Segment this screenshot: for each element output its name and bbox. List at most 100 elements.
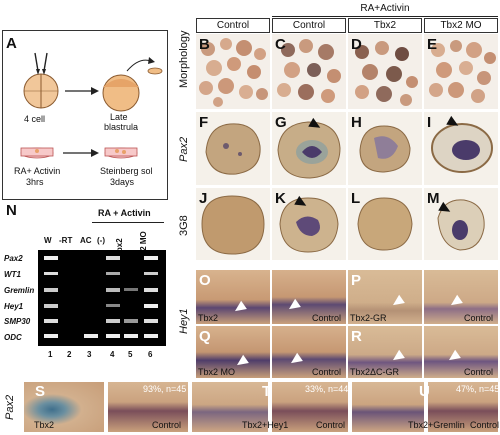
stat-u: 47%, n=45 <box>456 384 500 394</box>
panel-u-right <box>428 382 498 432</box>
stage-4cell: 4 cell <box>24 114 46 124</box>
panel-label-f: F <box>199 114 209 131</box>
panel-m-3g8-tbx2mo <box>424 188 498 260</box>
gel-col-minus-rt: -RT <box>59 236 73 245</box>
panel-label-c: C <box>275 36 286 53</box>
gene-odc: ODC <box>4 333 22 342</box>
gene-smp30: SMP30 <box>4 317 31 326</box>
panel-label-i: I <box>427 114 432 131</box>
caption-u-left: Tbx2+Gremlin <box>408 420 465 430</box>
caption-q-right: Control <box>312 367 342 377</box>
panel-u-left <box>352 382 424 432</box>
row-label-pax2: Pax2 <box>178 136 190 162</box>
gel-col-neg: (-) <box>97 236 105 245</box>
gene-wt1: WT1 <box>4 270 21 279</box>
panel-label-k: K <box>275 190 286 207</box>
stat-s: 93%, n=45 <box>143 384 187 394</box>
panel-i-pax2-tbx2mo <box>424 112 498 185</box>
panel-label-u: U <box>419 383 430 400</box>
panel-label-g: G <box>275 114 287 131</box>
lane-1: 1 <box>48 350 53 359</box>
caption-u-right: Control <box>470 420 500 430</box>
panel-k-3g8-ra-activin <box>272 188 346 260</box>
panel-label-e: E <box>427 36 438 53</box>
gel-group-line <box>92 222 164 223</box>
panel-label-s: S <box>35 383 46 400</box>
gel-col-ac: AC <box>80 236 92 245</box>
panel-label-m: M <box>427 190 440 207</box>
treatment-ra-activin: RA+ Activin <box>14 166 61 176</box>
panel-q-right <box>272 326 346 378</box>
panel-p-right <box>424 270 498 324</box>
panel-h-pax2-tbx2 <box>348 112 422 185</box>
header-col-control-1: Control <box>196 18 270 33</box>
caption-q-left: Tbx2 MO <box>198 367 236 377</box>
caption-p-left: Tbx2-GR <box>350 313 387 323</box>
row-label-3g8: 3G8 <box>178 215 190 236</box>
panel-label-n: N <box>6 202 17 219</box>
panel-g-pax2-ra-activin <box>272 112 346 185</box>
panel-b-morphology-control <box>196 34 270 109</box>
panel-q-left <box>196 326 270 378</box>
row-label-pax2-bottom: Pax2 <box>4 394 16 420</box>
lane-5: 5 <box>128 350 133 359</box>
panel-label-q: Q <box>199 328 211 345</box>
caption-s-right: Control <box>152 420 182 430</box>
panel-p-left <box>348 270 422 324</box>
gel-image <box>38 250 166 346</box>
culture-steinberg: Steinberg sol <box>100 166 153 176</box>
panel-f-pax2-control <box>196 112 270 185</box>
lane-6: 6 <box>148 350 153 359</box>
panel-label-d: D <box>351 36 362 53</box>
panel-label-o: O <box>199 272 211 289</box>
caption-t-right: Control <box>316 420 346 430</box>
panel-label-h: H <box>351 114 362 131</box>
caption-s-left: Tbx2 <box>34 420 55 430</box>
panel-a-diagram <box>20 52 163 159</box>
treatment-3hrs: 3hrs <box>26 177 44 187</box>
panel-d-morphology-tbx2 <box>348 34 422 109</box>
lane-2: 2 <box>67 350 72 359</box>
caption-t-left: Tbx2+Hey1 <box>242 420 289 430</box>
panel-label-p: P <box>351 272 362 289</box>
header-group-bracket <box>272 16 498 17</box>
panel-j-3g8-control <box>196 188 270 260</box>
stage-late: Late <box>110 112 128 122</box>
panel-label-b: B <box>199 36 210 53</box>
row-label-hey1: Hey1 <box>178 308 190 334</box>
panel-label-j: J <box>199 190 208 207</box>
culture-3days: 3days <box>110 177 135 187</box>
lane-3: 3 <box>87 350 92 359</box>
caption-o-left: Tbx2 <box>198 313 219 323</box>
caption-p-right: Control <box>464 313 494 323</box>
panel-r-right <box>424 326 498 378</box>
panel-l-3g8-tbx2 <box>348 188 422 260</box>
panel-e-morphology-tbx2mo <box>424 34 498 109</box>
panel-label-t: T <box>262 383 272 400</box>
gene-pax2: Pax2 <box>4 254 23 263</box>
gene-hey1: Hey1 <box>4 302 24 311</box>
header-ra-activin: RA+Activin <box>360 3 410 14</box>
panel-s-left <box>24 382 104 432</box>
caption-o-right: Control <box>312 313 342 323</box>
row-label-morphology: Morphology <box>178 30 190 88</box>
panel-t-right <box>272 382 348 432</box>
stat-t: 33%, n=44 <box>305 384 349 394</box>
panel-o-left <box>196 270 270 324</box>
gel-col-w: W <box>44 236 52 245</box>
header-col-control-2: Control <box>272 18 346 33</box>
header-col-tbx2mo: Tbx2 MO <box>424 18 498 33</box>
panel-s-right <box>108 382 188 432</box>
panel-label-a: A <box>6 35 17 52</box>
panel-label-l: L <box>351 190 361 207</box>
panel-o-right <box>272 270 346 324</box>
panel-t-left <box>192 382 268 432</box>
caption-r-left: Tbx2ΔC-GR <box>350 367 400 377</box>
gene-gremlin: Gremlin <box>4 286 35 295</box>
lane-4: 4 <box>110 350 115 359</box>
stage-blastrula: blastrula <box>104 122 139 132</box>
panel-r-left <box>348 326 422 378</box>
caption-r-right: Control <box>464 367 494 377</box>
gel-group-label: RA + Activin <box>98 208 151 218</box>
panel-c-morphology-control <box>272 34 346 109</box>
